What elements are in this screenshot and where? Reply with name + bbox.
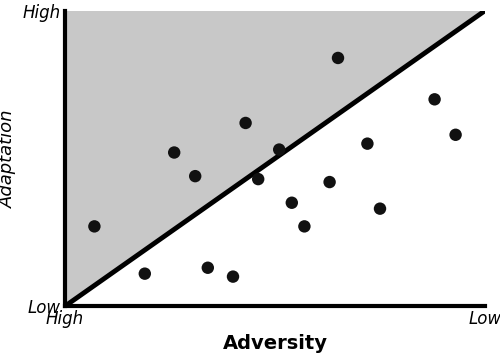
Point (452, 132, 460, 138)
Point (326, 179, 334, 185)
Point (90, 224, 98, 229)
Point (288, 200, 296, 206)
Point (430, 96, 438, 102)
Point (376, 206, 384, 211)
Point (229, 274, 237, 279)
Point (191, 173, 199, 179)
X-axis label: Adversity: Adversity (222, 334, 328, 353)
Point (275, 147, 283, 152)
Point (242, 120, 250, 126)
Polygon shape (65, 11, 485, 306)
Y-axis label: Adaptation: Adaptation (0, 109, 17, 208)
Point (334, 55, 342, 61)
Point (364, 141, 372, 147)
Point (141, 271, 149, 277)
Point (300, 224, 308, 229)
Point (204, 265, 212, 271)
Point (170, 150, 178, 155)
Point (254, 176, 262, 182)
